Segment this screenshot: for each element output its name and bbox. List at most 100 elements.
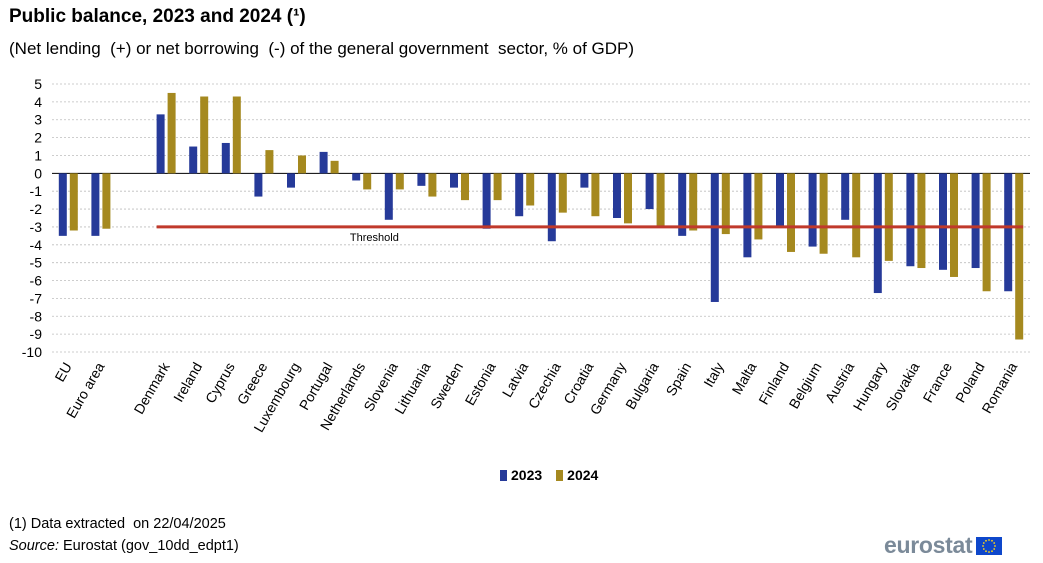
legend-label-2024: 2024 (567, 467, 599, 483)
bar-2024-netherlands (363, 173, 372, 190)
bar-2023-spain (678, 173, 687, 236)
x-tick-label: Cyprus (202, 360, 238, 406)
bar-2024-sweden (461, 173, 469, 201)
bar-2023-estonia (482, 173, 491, 229)
flag-star (991, 539, 994, 542)
flag-star (985, 539, 988, 542)
bar-2024-ireland (200, 96, 209, 174)
y-tick-label: -6 (30, 273, 43, 289)
bar-2024-estonia (493, 173, 502, 201)
y-tick-label: -3 (30, 219, 43, 235)
bar-2024-eu (69, 173, 78, 231)
y-tick-label: -8 (30, 308, 43, 324)
bar-2023-netherlands (352, 173, 361, 181)
bar-2023-denmark (156, 114, 165, 174)
source-label: Source: (9, 538, 59, 554)
bar-2023-bulgaria (645, 173, 654, 210)
bar-2024-cyprus (232, 96, 241, 174)
bar-2023-austria (841, 173, 850, 220)
bar-2024-greece (265, 150, 274, 174)
source-line: Source: Eurostat (gov_10dd_edpt1) (9, 538, 239, 554)
y-tick-label: -2 (30, 201, 43, 217)
bar-2024-denmark (167, 92, 176, 174)
bar-2024-slovenia (395, 173, 404, 190)
bar-2024-luxembourg (298, 155, 306, 174)
y-tick-label: 2 (34, 130, 42, 146)
flag-star (993, 541, 996, 544)
chart-subtitle: (Net lending (+) or net borrowing (-) of… (9, 39, 635, 58)
x-tick-label: Estonia (461, 359, 498, 408)
x-tick-label: Poland (952, 360, 988, 406)
bar-2023-malta (743, 173, 752, 258)
legend-item-2024: 2024 (556, 467, 598, 483)
flag-star (983, 547, 986, 550)
bar-2024-france (950, 173, 958, 277)
bar-2024-germany (624, 173, 632, 224)
x-tick-label: Austria (822, 359, 858, 405)
threshold-label: Threshold (350, 232, 399, 244)
bar-2023-germany (613, 173, 621, 218)
bar-2023-slovenia (384, 173, 393, 220)
x-tick-label: Ireland (170, 360, 205, 405)
flag-star (988, 550, 991, 553)
eurostat-logo: eurostat (884, 532, 1003, 559)
x-tick-label: Italy (700, 360, 727, 390)
bar-2023-belgium (808, 173, 817, 247)
legend-label-2023: 2023 (511, 467, 543, 483)
bar-2023-portugal (319, 151, 328, 174)
bar-2023-italy (710, 173, 719, 302)
x-tick-label: Malta (729, 359, 760, 397)
y-tick-label: -1 (30, 183, 43, 199)
legend-item-2023: 2023 (500, 467, 542, 483)
footnote: (1) Data extracted on 22/04/2025 (9, 516, 226, 532)
flag-star (988, 538, 991, 541)
eu-flag-icon (976, 536, 1003, 555)
bar-2024-czechia (558, 173, 567, 213)
y-tick-label: 0 (34, 165, 42, 181)
flag-star (993, 547, 996, 550)
y-tick-label: -4 (30, 237, 43, 253)
bar-2024-malta (754, 173, 763, 240)
source-text: Eurostat (gov_10dd_edpt1) (63, 538, 239, 554)
flag-star (982, 544, 985, 547)
bar-2024-croatia (591, 173, 600, 217)
x-tick-label: Spain (663, 360, 695, 399)
y-tick-label: -5 (30, 255, 43, 271)
bar-2024-poland (982, 173, 991, 292)
bar-2023-romania (1004, 173, 1013, 292)
y-tick-label: 4 (34, 94, 42, 110)
x-tick-label: EU (51, 360, 75, 385)
bar-2023-poland (971, 173, 980, 269)
bar-2024-lithuania (428, 173, 437, 197)
bar-2024-italy (721, 173, 730, 235)
legend-swatch-2024 (556, 469, 564, 481)
logo-text: eurostat (884, 532, 973, 558)
legend: 2023 2024 (500, 467, 598, 483)
x-tick-label: Denmark (130, 359, 173, 417)
bar-2024-spain (689, 173, 698, 231)
bar-2023-slovakia (906, 173, 915, 267)
bar-2023-hungary (873, 173, 882, 294)
bar-2024-euro-area (102, 173, 111, 229)
y-tick-label: 5 (34, 76, 42, 92)
y-tick-label: -10 (22, 344, 42, 360)
bar-2023-finland (776, 173, 784, 227)
bar-2024-latvia (526, 173, 535, 206)
bar-2024-belgium (819, 173, 828, 254)
bar-2023-luxembourg (287, 173, 295, 188)
bar-2023-ireland (189, 146, 198, 174)
bar-2024-hungary (884, 173, 893, 261)
bar-2024-finland (787, 173, 795, 252)
flag-star (994, 544, 997, 547)
bar-2023-eu (58, 173, 67, 236)
bar-2023-greece (254, 173, 263, 197)
y-tick-label: -9 (30, 326, 43, 342)
x-tick-label: France (919, 359, 955, 405)
bar-2024-slovakia (917, 173, 926, 269)
bar-2023-sweden (450, 173, 458, 188)
bar-2023-czechia (547, 173, 556, 242)
y-tick-label: 3 (34, 112, 42, 128)
flag-star (985, 549, 988, 552)
bar-2024-portugal (330, 160, 339, 174)
bar-2023-france (939, 173, 947, 270)
